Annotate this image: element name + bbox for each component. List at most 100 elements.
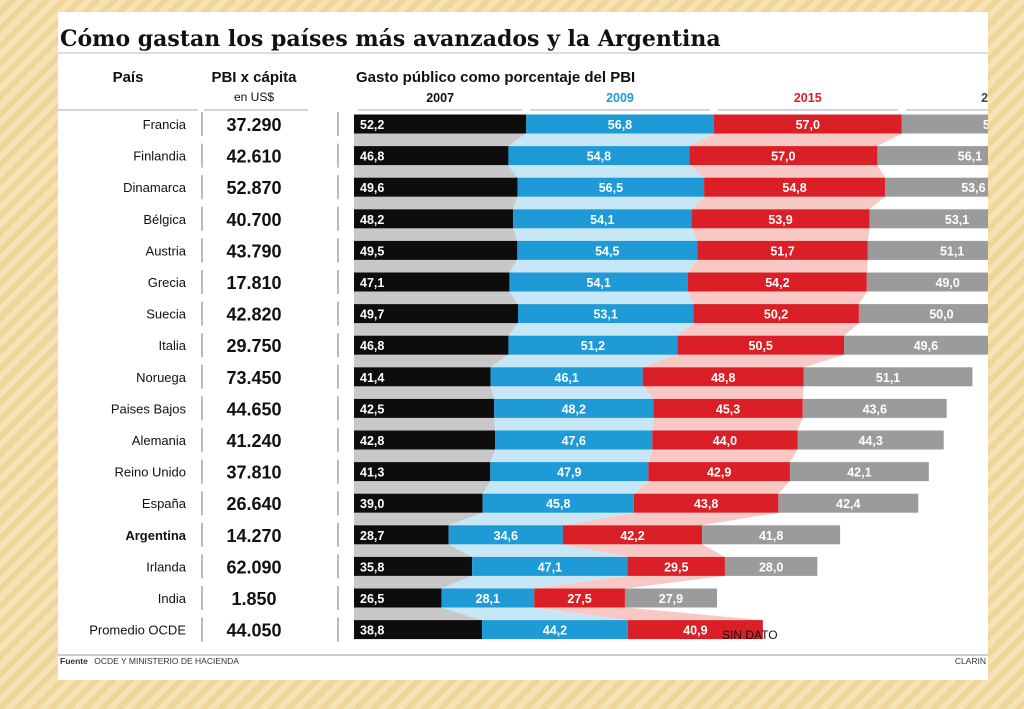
value-label-2016: 49,0 xyxy=(935,276,959,290)
value-label-2015: 57,0 xyxy=(771,150,795,164)
value-label-2009: 45,8 xyxy=(546,497,570,511)
band-2015-7 xyxy=(642,354,845,368)
year-labels: 2007 2009 2015 2016 xyxy=(426,91,988,105)
value-label-2015: 57,0 xyxy=(796,118,820,132)
value-label-2016: 42,1 xyxy=(847,466,871,480)
band-2009-15 xyxy=(441,607,628,621)
value-label-2009: 51,2 xyxy=(581,339,605,353)
bar-2015 xyxy=(648,462,790,482)
country-label: Austria xyxy=(146,243,187,258)
header-gdp-unit: en US$ xyxy=(234,90,274,104)
bar-2009 xyxy=(509,272,688,292)
bar-2016 xyxy=(803,367,973,387)
value-label-2009: 53,1 xyxy=(593,308,617,322)
band-2015-2 xyxy=(691,196,885,210)
band-2009-8 xyxy=(490,386,654,399)
bar-2015 xyxy=(693,304,859,324)
band-2007-11 xyxy=(354,481,491,494)
footer-source-text: OCDE Y MINISTERIO DE HACIENDA xyxy=(94,656,239,666)
bar-2016 xyxy=(858,304,988,324)
gdp-value: 1.850 xyxy=(231,589,276,609)
row-0: Francia 37.290 52,2 56,8 57,0 56,5 xyxy=(143,112,988,136)
gdp-value: 42.610 xyxy=(226,147,281,167)
band-2007-6 xyxy=(354,323,519,336)
band-2007-14 xyxy=(354,575,473,589)
bar-2007 xyxy=(354,209,514,229)
chart-rows: Francia 37.290 52,2 56,8 57,0 56,5 Finlandia 42… xyxy=(89,112,988,642)
bar-2016 xyxy=(866,272,988,292)
bar-2009 xyxy=(482,620,628,640)
value-label-2007: 49,6 xyxy=(360,181,384,195)
gdp-value: 14.270 xyxy=(226,526,281,546)
bar-2015 xyxy=(534,588,625,608)
value-label-2007: 46,8 xyxy=(360,150,384,164)
country-label: Promedio OCDE xyxy=(89,623,186,638)
bar-2015 xyxy=(627,620,763,640)
value-label-2009: 44,2 xyxy=(543,624,567,638)
bar-2007 xyxy=(354,304,519,324)
bar-2009 xyxy=(448,525,563,545)
band-2015-8 xyxy=(642,386,804,399)
value-label-2007: 52,2 xyxy=(360,118,384,132)
row-7: Italia 29.750 46,8 51,2 50,5 49,6 xyxy=(159,333,988,358)
country-label: Argentina xyxy=(125,528,186,543)
band-2007-5 xyxy=(354,291,519,305)
value-label-2009: 47,1 xyxy=(538,560,562,574)
row-6: Suecia 42.820 49,7 53,1 50,2 50,0 xyxy=(146,301,988,326)
value-label-2015: 48,8 xyxy=(711,371,735,385)
row-10: Alemania 41.240 42,8 47,6 44,0 44,3 xyxy=(132,428,944,452)
no-data-label: SIN DATO xyxy=(722,628,778,642)
band-2007-0 xyxy=(354,133,527,147)
footer-credit: CLARIN xyxy=(955,656,986,666)
row-2: Dinamarca 52.870 49,6 56,5 54,8 53,6 xyxy=(123,175,988,200)
country-label: Alemania xyxy=(132,433,187,448)
band-2015-1 xyxy=(689,165,885,178)
country-label: Paises Bajos xyxy=(111,401,187,416)
value-label-2007: 39,0 xyxy=(360,497,384,511)
band-2007-2 xyxy=(354,196,518,210)
value-label-2015: 42,2 xyxy=(620,529,644,543)
bar-2009 xyxy=(508,335,678,355)
row-4: Austria 43.790 49,5 54,5 51,7 51,1 xyxy=(146,238,988,263)
gdp-value: 73.450 xyxy=(226,368,281,388)
value-label-2016: 44,3 xyxy=(858,434,882,448)
value-label-2007: 48,2 xyxy=(360,213,384,227)
value-label-2009: 54,1 xyxy=(587,276,611,290)
year-label-2009: 2009 xyxy=(606,91,634,105)
band-2009-5 xyxy=(509,291,694,305)
value-label-2016: 53,1 xyxy=(945,213,969,227)
header-country: País xyxy=(113,69,144,86)
gdp-value: 44.050 xyxy=(226,621,281,641)
gdp-value: 37.290 xyxy=(226,115,281,135)
band-2007-7 xyxy=(354,354,509,368)
value-label-2009: 34,6 xyxy=(494,529,518,543)
value-label-2016: 42,4 xyxy=(836,497,860,511)
value-label-2009: 56,5 xyxy=(599,181,623,195)
value-label-2015: 44,0 xyxy=(713,434,737,448)
band-2015-9 xyxy=(652,417,803,431)
value-label-2015: 53,9 xyxy=(768,213,792,227)
value-label-2009: 48,2 xyxy=(562,402,586,416)
value-label-2016: 49,6 xyxy=(914,339,938,353)
value-label-2016: 50,0 xyxy=(929,308,953,322)
country-label: Dinamarca xyxy=(123,180,187,195)
value-label-2015: 54,2 xyxy=(765,276,789,290)
value-label-2007: 41,3 xyxy=(360,466,384,480)
value-label-2016: 43,6 xyxy=(863,402,887,416)
value-label-2009: 54,1 xyxy=(590,213,614,227)
value-label-2015: 42,9 xyxy=(707,466,731,480)
header-spending: Gasto público como porcentaje del PBI xyxy=(356,69,635,86)
gdp-value: 62.090 xyxy=(226,557,281,577)
bar-2009 xyxy=(441,588,535,608)
band-2009-6 xyxy=(508,323,694,336)
row-9: Paises Bajos 44.650 42,5 48,2 45,3 43,6 xyxy=(111,396,947,421)
row-5: Grecia 17.810 47,1 54,1 54,2 49,0 xyxy=(148,270,988,294)
row-11: Reino Unido 37.810 41,3 47,9 42,9 42,1 xyxy=(114,459,929,484)
value-label-2007: 47,1 xyxy=(360,276,384,290)
row-13: Argentina 14.270 28,7 34,6 42,2 41,8 xyxy=(125,522,841,547)
bar-2015 xyxy=(697,240,868,260)
gdp-value: 29.750 xyxy=(226,336,281,356)
bar-2007 xyxy=(354,430,496,450)
bar-2015 xyxy=(642,367,804,387)
country-label: Italia xyxy=(159,338,187,353)
